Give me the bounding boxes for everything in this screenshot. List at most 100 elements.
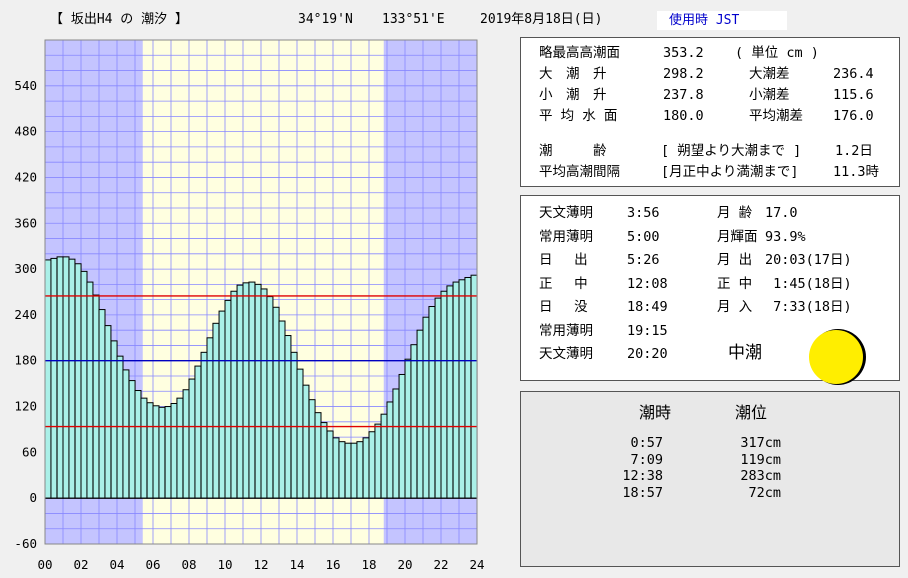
tide-bar [464, 276, 472, 499]
tide-bar [188, 378, 196, 499]
stat-label: 小 潮 升 [539, 87, 607, 103]
tide-bar [398, 373, 406, 499]
high-water-interval-value: 11.3時 [833, 164, 880, 180]
sun-event-label: 天文薄明 [539, 205, 593, 221]
tide-bar [212, 322, 220, 499]
sun-event-label: 常用薄明 [539, 322, 593, 339]
x-tick-label: 06 [145, 557, 160, 572]
tide-bar [344, 442, 352, 499]
tide-bar [242, 282, 250, 499]
stat-label: 平 均 水 面 [539, 108, 618, 124]
moon-event-label: 月輝面 [717, 228, 758, 245]
moon-event-value: 93.9% [765, 228, 806, 245]
sun-event-time: 18:49 [627, 299, 668, 315]
tide-bar [272, 306, 280, 499]
tide-bar [278, 320, 286, 499]
chart-title: 【 坂出H4 の 潮汐 】 [50, 12, 188, 27]
y-tick-label: 300 [14, 261, 37, 276]
y-tick-label: 120 [14, 399, 37, 414]
tide-bar [140, 397, 148, 499]
y-tick-label: 180 [14, 353, 37, 368]
tide-bar [356, 441, 364, 499]
tide-bar [440, 290, 448, 499]
tide-bar [248, 281, 256, 499]
date-label: 2019年8月18日(日) [480, 12, 603, 27]
tide-event-level: 283cm [740, 468, 781, 484]
longitude: 133°51'E [382, 12, 445, 27]
tide-bar [266, 296, 274, 499]
tide-bar [338, 441, 346, 499]
tide-bar [134, 390, 142, 499]
sun-event-label: 正 中 [539, 275, 588, 292]
sun-event-time: 5:26 [627, 252, 660, 268]
tide-bar [152, 405, 160, 499]
tide-bar [314, 412, 322, 499]
stat-label-2: 大潮差 [749, 66, 790, 82]
timezone-box: 使用時 JST [657, 11, 787, 30]
moon-event-value: 7:33(18日) [765, 299, 852, 315]
tide-bar [146, 402, 154, 499]
sun-event-label: 天文薄明 [539, 346, 593, 362]
tide-age-label: 潮 齢 [539, 143, 607, 159]
moon-event-value: 20:03(17日) [765, 252, 852, 268]
stat-value-2: 115.6 [833, 87, 874, 103]
stat-label: 大 潮 升 [539, 66, 607, 82]
y-tick-label: 480 [14, 124, 37, 139]
tide-bar [458, 279, 466, 499]
x-tick-label: 22 [433, 557, 448, 572]
tide-bar [206, 337, 214, 499]
x-tick-label: 20 [397, 557, 412, 572]
tide-age-desc: [ 朔望より大潮まで ] [661, 143, 802, 159]
tide-bar [368, 431, 376, 499]
sun-event-time: 5:00 [627, 228, 660, 245]
tide-bar [302, 384, 310, 499]
y-tick-label: 0 [29, 490, 37, 505]
tide-level-header: 潮位 [735, 403, 768, 422]
tide-time-header: 潮時 [639, 403, 672, 422]
tide-event-level: 119cm [740, 451, 781, 468]
x-tick-label: 16 [325, 557, 340, 572]
stat-value: 180.0 [663, 108, 704, 124]
stat-label-2: ( 単位 cm ) [735, 45, 819, 61]
stat-value-2: 176.0 [833, 108, 874, 124]
tide-bar [374, 423, 382, 499]
tide-bar [68, 258, 76, 499]
stat-label-2: 平均潮差 [749, 108, 803, 124]
tide-bar [50, 257, 58, 499]
tide-bar [470, 274, 478, 499]
tide-bar [404, 358, 412, 499]
tide-bar [176, 397, 184, 499]
y-tick-label: -60 [14, 536, 37, 551]
tide-bar [230, 290, 238, 499]
tide-bar [92, 294, 100, 499]
sun-event-time: 3:56 [627, 205, 660, 221]
x-tick-label: 24 [469, 557, 484, 572]
tide-bar [200, 351, 208, 499]
sun-moon-panel: 天文薄明 3:56 常用薄明 5:00 日 出 5:26 正 中 12:08 日 没 18:49 常… [520, 195, 900, 385]
sun-event-time: 19:15 [627, 322, 668, 339]
y-tick-label: 240 [14, 307, 37, 322]
x-tick-label: 12 [253, 557, 268, 572]
tide-bar [56, 256, 64, 499]
tide-bar [284, 335, 292, 499]
x-tick-label: 02 [73, 557, 88, 572]
tide-age-value: 1.2日 [835, 143, 873, 159]
x-tick-label: 18 [361, 557, 376, 572]
tide-bar [350, 442, 358, 499]
tide-bar [320, 422, 328, 499]
x-tick-label: 00 [37, 557, 52, 572]
moon-event-label: 月 齢 [717, 205, 753, 221]
moon-event-value: 17.0 [765, 205, 798, 221]
tide-bar [158, 406, 166, 499]
tide-bar [164, 406, 172, 499]
tide-bar [434, 297, 442, 499]
tide-event-level: 317cm [740, 435, 781, 451]
tide-bar [80, 270, 88, 499]
tide-event-time: 0:57 [630, 435, 663, 451]
tide-bar [452, 281, 460, 499]
tide-bar [182, 389, 190, 499]
tide-bar [194, 365, 202, 499]
sun-event-label: 日 出 [539, 252, 588, 268]
tide-bar [62, 256, 70, 499]
tide-bar [422, 316, 430, 499]
